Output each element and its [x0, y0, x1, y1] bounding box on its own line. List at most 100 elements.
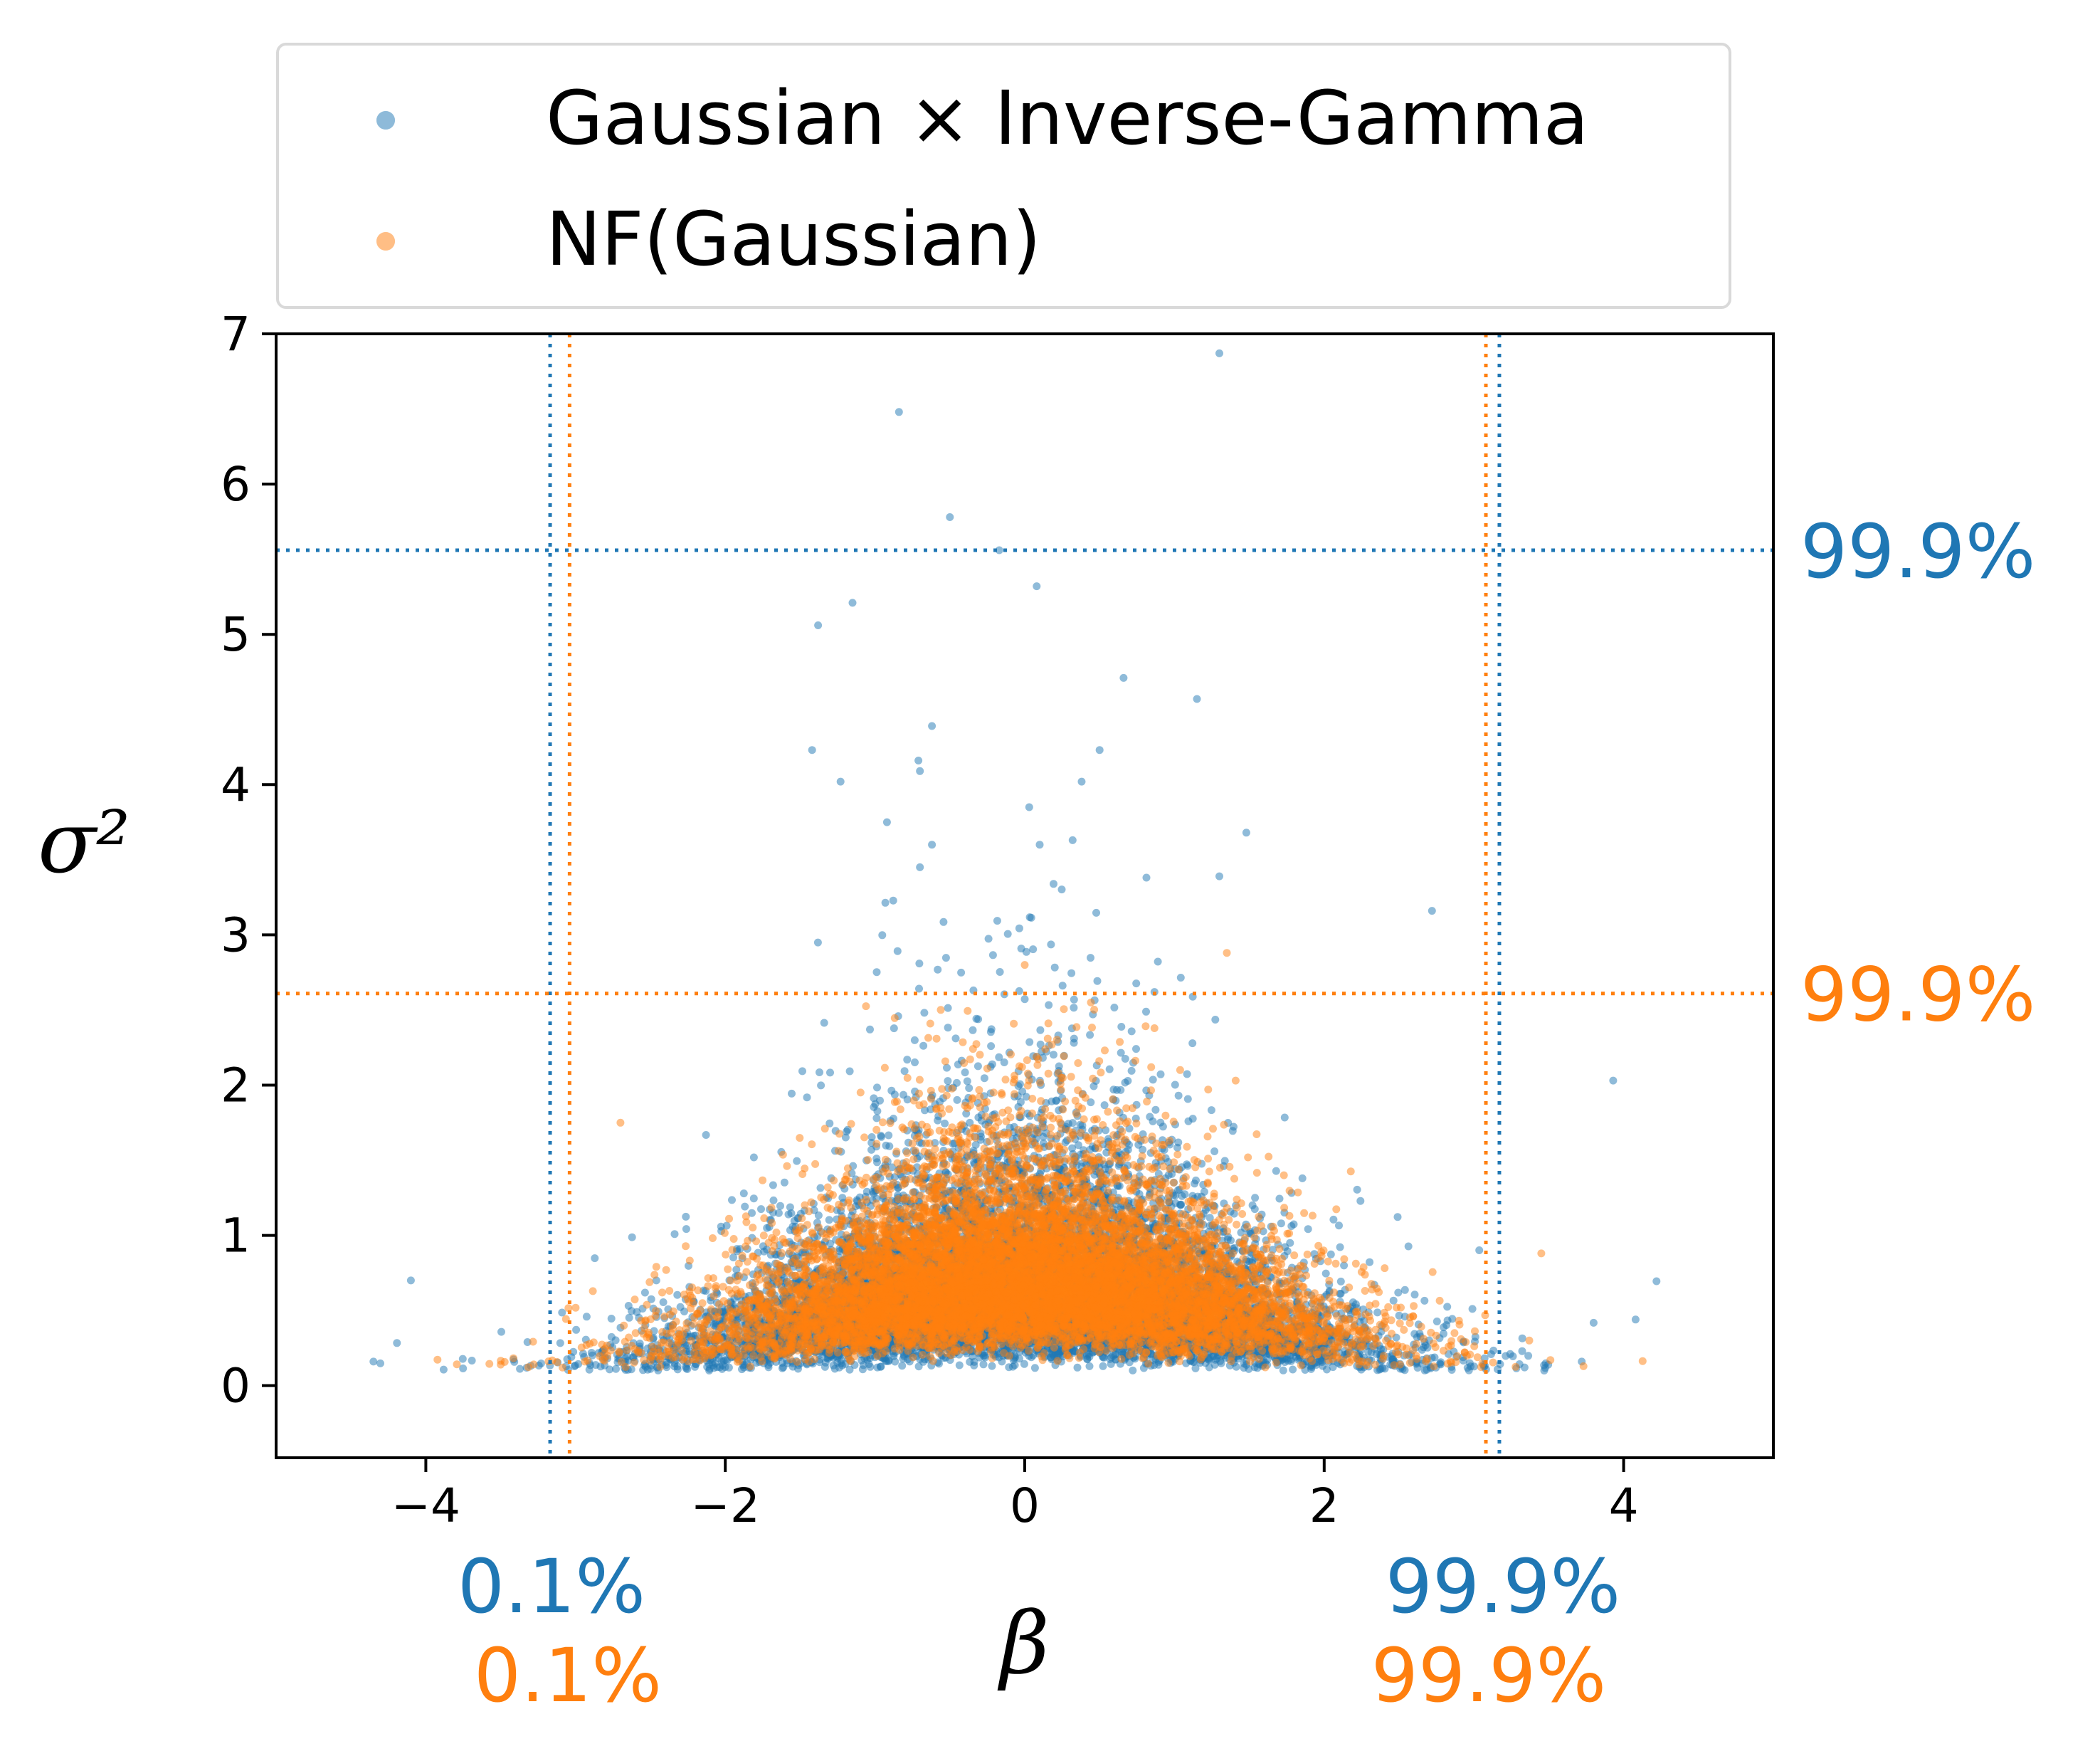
scatter-point: [866, 1025, 874, 1034]
scatter-point: [1207, 1106, 1215, 1115]
scatter-point: [889, 896, 897, 905]
scatter-point: [816, 1068, 823, 1076]
scatter-point: [1093, 977, 1102, 985]
scatter-point: [986, 1028, 995, 1036]
scatter-point: [1200, 1187, 1208, 1196]
scatter-point: [1000, 1058, 1008, 1066]
scatter-point: [556, 1339, 564, 1347]
scatter-point: [845, 1365, 854, 1374]
scatter-point: [1277, 1219, 1285, 1228]
scatter-point: [1025, 1038, 1034, 1046]
scatter-point: [1132, 979, 1141, 988]
scatter-point: [647, 1295, 655, 1303]
scatter-point: [1475, 1246, 1484, 1254]
legend: Gaussian × Inverse-Gamma NF(Gaussian): [276, 43, 1731, 309]
scatter-point: [1304, 1225, 1312, 1234]
scatter-point: [1087, 954, 1094, 962]
scatter-point: [1057, 885, 1066, 894]
scatter-point: [893, 947, 902, 955]
scatter-point: [944, 1004, 952, 1012]
scatter-point: [769, 1181, 777, 1189]
scatter-point: [1232, 1362, 1240, 1371]
scatter-point: [1373, 1308, 1382, 1317]
scatter-point: [558, 1308, 566, 1317]
scatter-point: [1410, 1290, 1419, 1299]
legend-marker-gaussian-inverse-gamma: [376, 111, 395, 130]
scatter-point: [878, 931, 887, 940]
scatter-point: [1113, 1085, 1121, 1094]
scatter-point: [1174, 1091, 1183, 1100]
scatter-point: [748, 1209, 756, 1217]
scatter-point: [1045, 1001, 1053, 1009]
scatter-point: [1188, 1039, 1197, 1048]
scatter-point: [1117, 1023, 1126, 1031]
scatter-point: [1176, 974, 1185, 982]
scatter-point: [659, 1298, 668, 1306]
scatter-point: [1183, 1095, 1192, 1103]
scatter-point: [1073, 1363, 1082, 1372]
scatter-point: [813, 938, 822, 947]
scatter-point: [993, 917, 1001, 925]
scatter-point: [607, 1315, 616, 1323]
scatter-point: [1248, 1201, 1257, 1209]
scatter-point: [763, 1224, 771, 1232]
scatter-point: [776, 1202, 784, 1210]
scatter-point: [1005, 1363, 1013, 1372]
scatter-point: [1321, 1269, 1330, 1278]
scatter-point: [1029, 945, 1038, 954]
scatter-point: [572, 1325, 581, 1334]
scatter-point: [873, 1107, 882, 1115]
scatter-point: [749, 1153, 758, 1162]
scatter-point: [1329, 1363, 1337, 1372]
scatter-point: [640, 1288, 649, 1297]
scatter-point: [820, 1019, 828, 1027]
scatter-point: [1085, 1362, 1094, 1370]
scatter-point: [1251, 1194, 1260, 1202]
scatter-point: [957, 968, 966, 977]
scatter-point: [749, 1194, 758, 1203]
scatter-point: [1015, 924, 1023, 932]
scatter-point: [1129, 1366, 1137, 1374]
scatter-point: [887, 1163, 896, 1172]
scatter-point: [1393, 1213, 1402, 1221]
scatter-point: [1589, 1318, 1598, 1327]
scatter-point: [965, 1084, 974, 1093]
scatter-point: [911, 1058, 919, 1066]
scatter-point: [995, 1053, 1003, 1061]
scatter-point: [376, 1359, 384, 1367]
scatter-point: [1127, 1027, 1136, 1036]
scatter-point: [1092, 908, 1100, 917]
scatter-point: [1389, 1296, 1398, 1305]
scatter-point: [702, 1131, 710, 1139]
scatter-point: [953, 1095, 961, 1104]
scatter-point: [1124, 1077, 1132, 1085]
scatter-point: [728, 1196, 736, 1204]
scatter-point: [1470, 1362, 1478, 1371]
scatter-point: [459, 1365, 468, 1372]
scatter-point: [1068, 1144, 1077, 1152]
scatter-point: [980, 1074, 988, 1083]
scatter-point: [890, 1024, 898, 1033]
scatter-point: [971, 1140, 980, 1149]
legend-label-nf-gaussian: NF(Gaussian): [546, 202, 1041, 276]
scatter-point: [817, 1081, 825, 1090]
scatter-point: [1183, 1070, 1191, 1078]
legend-marker-nf-gaussian: [376, 232, 395, 251]
scatter-point: [458, 1355, 467, 1363]
scatter-point: [927, 1105, 935, 1114]
scatter-point: [1520, 1363, 1529, 1372]
scatter-point: [769, 1196, 778, 1204]
scatter-point: [612, 1365, 620, 1373]
scatter-point: [393, 1339, 401, 1347]
scatter-point: [910, 1036, 919, 1044]
scatter-point: [915, 984, 923, 993]
scatter-point: [872, 1114, 881, 1123]
scatter-point: [1329, 1215, 1338, 1224]
scatter-point: [1518, 1347, 1526, 1355]
scatter-point: [1418, 1345, 1426, 1354]
scatter-point: [984, 935, 993, 943]
scatter-point: [1280, 1113, 1289, 1122]
scatter-point: [996, 968, 1004, 976]
scatter-point: [1015, 987, 1023, 995]
